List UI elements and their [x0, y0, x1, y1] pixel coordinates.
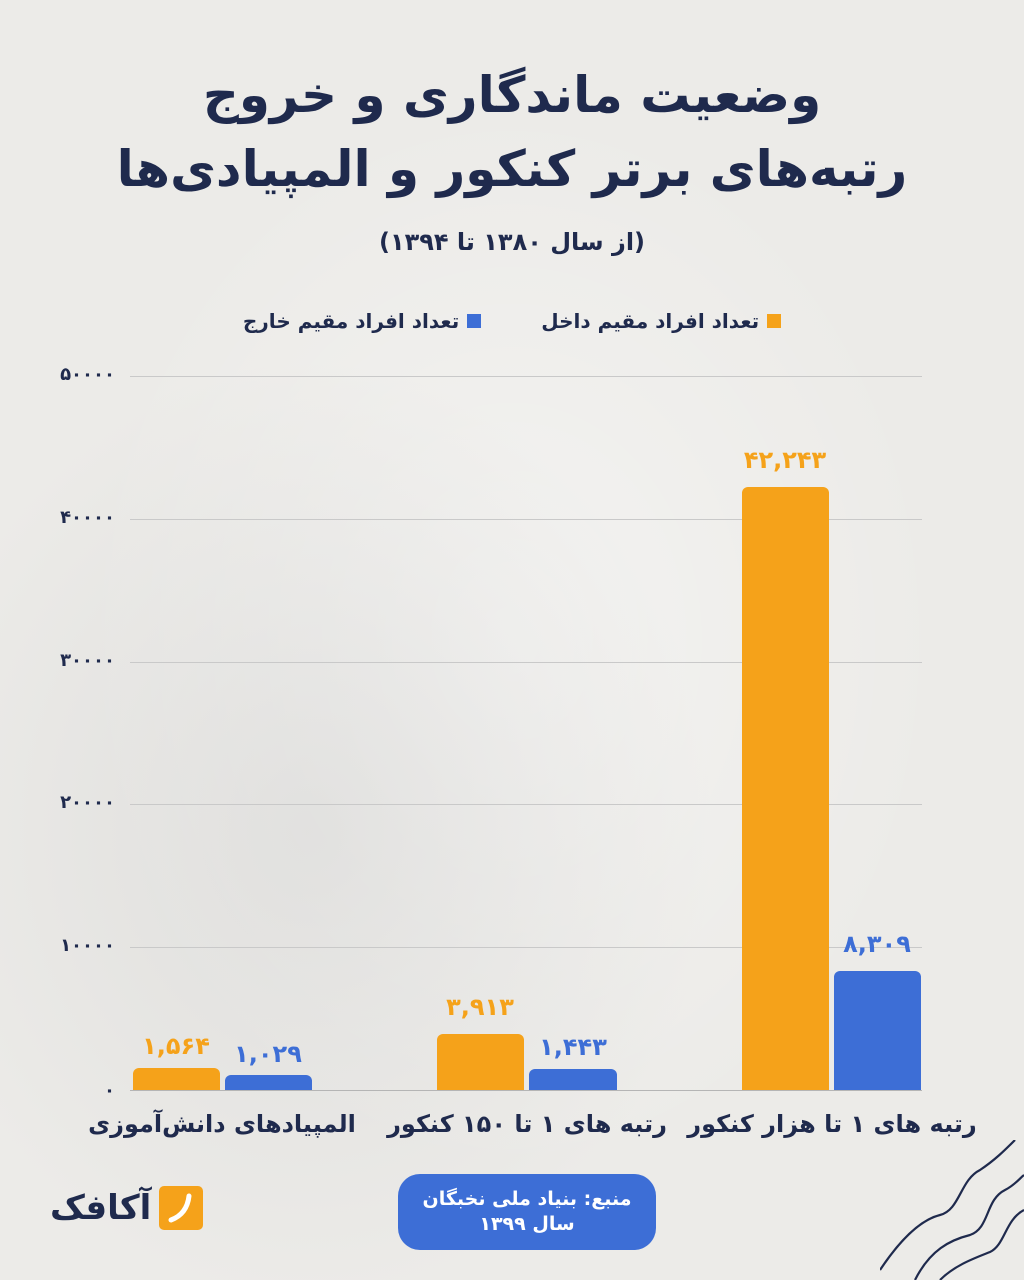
bar-domestic-top150 — [437, 1034, 524, 1090]
gridline — [130, 376, 922, 377]
y-tick: ۴۰۰۰۰ — [60, 507, 115, 528]
bar-abroad-olympiad — [225, 1075, 312, 1090]
bar-domestic-olympiad — [133, 1068, 220, 1090]
gridline — [130, 519, 922, 520]
gridline — [130, 947, 922, 948]
logo-text: آکافک — [50, 1188, 152, 1228]
category-label: المپیادهای دانش‌آموزی — [88, 1110, 356, 1138]
gridline — [130, 662, 922, 663]
value-label: ۱,۵۶۴ — [142, 1032, 210, 1060]
bar-abroad-top150 — [529, 1069, 617, 1090]
decorative-waves-icon — [880, 1140, 1024, 1280]
value-label: ۱,۴۴۳ — [539, 1033, 607, 1061]
legend-label: تعداد افراد مقیم داخل — [541, 309, 760, 333]
legend-swatch-orange-icon — [767, 314, 782, 328]
y-tick: ۱۰۰۰۰ — [60, 935, 115, 956]
source-line-1: منبع: بنیاد ملی نخبگان — [422, 1188, 632, 1211]
y-tick: ۰ — [104, 1080, 115, 1101]
logo-mark-icon — [159, 1186, 204, 1230]
baseline — [130, 1090, 922, 1091]
subtitle: (از سال ۱۳۸۰ تا ۱۳۹۴) — [378, 228, 646, 256]
legend: تعداد افراد مقیم داخل تعداد افراد مقیم خ… — [0, 309, 1024, 333]
legend-item-domestic: تعداد افراد مقیم داخل — [541, 309, 782, 333]
category-label: رتبه های ۱ تا هزار کنکور — [687, 1110, 977, 1138]
source-line-2: سال ۱۳۹۹ — [479, 1213, 575, 1235]
value-label: ۳,۹۱۳ — [446, 993, 514, 1021]
value-label: ۱,۰۲۹ — [234, 1040, 302, 1068]
y-tick: ۲۰۰۰۰ — [60, 792, 115, 813]
y-tick: ۳۰۰۰۰ — [60, 650, 115, 671]
legend-swatch-blue-icon — [467, 314, 482, 328]
category-label: رتبه های ۱ تا ۱۵۰ کنکور — [387, 1110, 667, 1138]
title-line-2: رتبه‌های برتر کنکور و المپیادی‌ها — [116, 140, 908, 198]
title-line-1: وضعیت ماندگاری و خروج — [202, 66, 822, 124]
legend-item-abroad: تعداد افراد مقیم خارج — [242, 309, 482, 333]
source-badge: منبع: بنیاد ملی نخبگان سال ۱۳۹۹ — [398, 1174, 656, 1250]
value-label: ۴۲,۲۴۳ — [743, 446, 827, 474]
value-label: ۸,۳۰۹ — [843, 930, 911, 958]
gridline — [130, 804, 922, 805]
legend-label: تعداد افراد مقیم خارج — [242, 309, 460, 333]
bar-abroad-top1000 — [834, 971, 921, 1090]
brand-logo: آکافک — [50, 1186, 204, 1230]
bar-domestic-top1000 — [742, 487, 829, 1090]
y-tick: ۵۰۰۰۰ — [60, 364, 115, 385]
